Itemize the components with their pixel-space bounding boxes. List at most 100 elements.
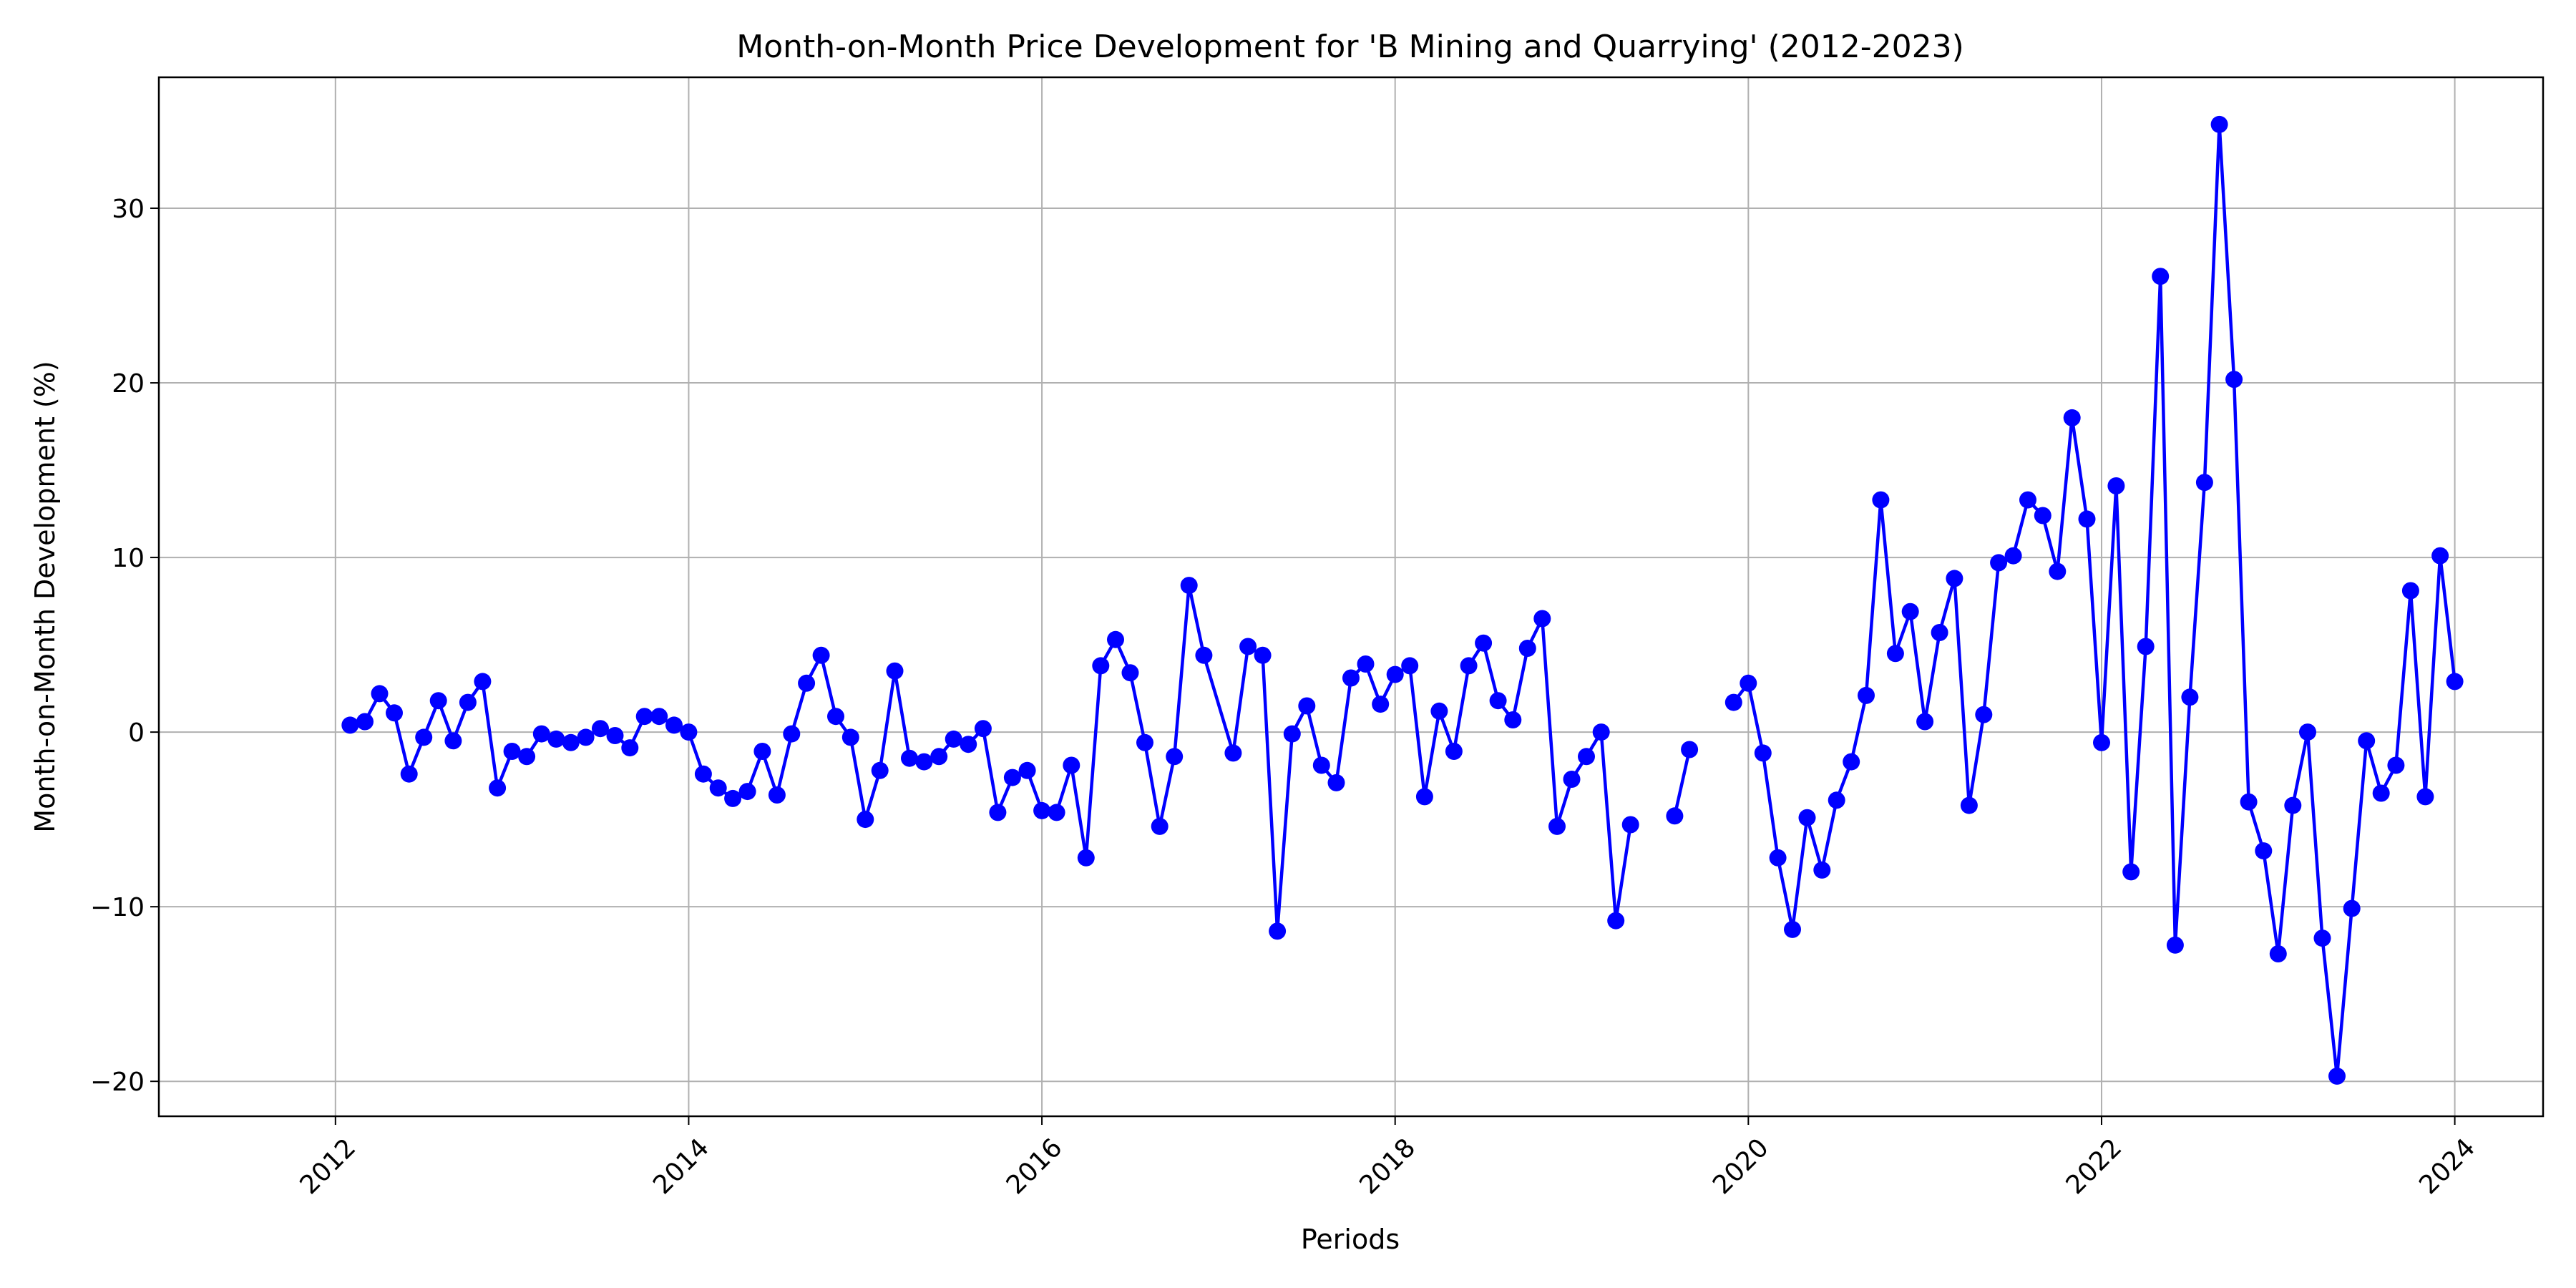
data-point [1901, 602, 1919, 620]
data-point [665, 716, 683, 734]
data-point [2152, 268, 2170, 286]
data-point [341, 716, 359, 734]
data-point [1312, 756, 1330, 774]
data-point [2034, 507, 2051, 525]
data-point [694, 765, 712, 783]
data-point [1401, 657, 1419, 675]
data-point [1858, 686, 1875, 704]
data-point [1666, 807, 1684, 825]
data-point [960, 736, 977, 753]
data-point [1960, 796, 1978, 814]
data-point [2137, 638, 2155, 655]
y-axis-ticks: −20 −10 0 10 20 30 [90, 195, 159, 1097]
data-point [562, 733, 580, 751]
data-point [1166, 748, 1184, 766]
data-point [621, 739, 639, 757]
data-point [2372, 784, 2390, 802]
data-point [1136, 733, 1153, 751]
data-point [635, 708, 653, 726]
y-tick-label: −20 [90, 1068, 145, 1097]
data-point [886, 662, 904, 680]
data-point [1048, 804, 1065, 821]
data-point [1180, 577, 1198, 595]
data-point [1533, 610, 1551, 628]
data-point [415, 728, 433, 746]
data-point [2416, 788, 2434, 806]
data-point [650, 708, 668, 726]
data-point [798, 674, 816, 692]
data-point [2004, 547, 2022, 565]
data-point [371, 685, 389, 703]
plot-frame [157, 76, 2545, 1118]
data-point [1975, 706, 1993, 723]
data-point [1283, 725, 1301, 743]
data-point [2255, 842, 2273, 860]
data-point [1724, 693, 1742, 711]
data-point [1769, 849, 1787, 867]
data-point [444, 732, 462, 750]
data-point [2107, 477, 2125, 494]
data-point [1916, 713, 1934, 731]
data-point [1151, 817, 1169, 835]
data-point [2446, 673, 2464, 691]
data-point [2269, 945, 2287, 962]
data-point [1195, 646, 1213, 664]
data-point [2122, 863, 2140, 881]
data-point [2313, 930, 2331, 947]
data-point [709, 779, 727, 797]
y-tick-label: 0 [128, 718, 145, 748]
chart-title: Month-on-Month Price Development for 'B … [736, 29, 1964, 65]
data-point [1518, 640, 1536, 657]
data-point [680, 723, 698, 741]
data-point [812, 646, 830, 664]
data-point [459, 693, 477, 711]
data-point [429, 692, 447, 710]
y-axis-label: Month-on-Month Development (%) [29, 361, 61, 832]
data-point [1578, 748, 1595, 766]
data-point [1754, 744, 1772, 762]
data-point [2181, 688, 2199, 706]
data-point [2093, 733, 2110, 751]
data-point [1430, 702, 1448, 720]
data-point [1033, 801, 1051, 819]
data-point [1489, 692, 1507, 710]
x-axis-label: Periods [1301, 1224, 1400, 1255]
data-point [1843, 753, 1860, 771]
data-point [547, 730, 565, 748]
data-point [503, 743, 521, 760]
data-point [2358, 732, 2376, 750]
data-point [841, 728, 859, 746]
y-tick-label: 30 [112, 195, 145, 224]
data-point [474, 673, 492, 691]
data-point [1872, 491, 1890, 509]
data-point [1828, 791, 1845, 809]
data-point [724, 789, 742, 807]
data-point [2431, 547, 2449, 565]
data-point [1607, 912, 1625, 930]
data-point [915, 753, 933, 771]
data-point [1372, 696, 1390, 713]
data-point [386, 704, 403, 722]
data-point [2240, 793, 2258, 811]
data-point [1107, 630, 1124, 648]
data-point [2284, 796, 2302, 814]
data-point [1298, 697, 1316, 715]
data-point [489, 779, 507, 797]
data-point [2166, 936, 2184, 954]
y-tick-label: −10 [90, 893, 145, 922]
data-point [945, 730, 962, 748]
data-point [783, 725, 801, 743]
data-point [606, 727, 624, 744]
data-point [871, 761, 889, 779]
data-point [1254, 646, 1272, 664]
data-point [2401, 582, 2419, 600]
data-point [1798, 809, 1816, 826]
data-point [1886, 645, 1904, 663]
data-point [2078, 510, 2096, 528]
data-point [1931, 624, 1948, 641]
data-point [1239, 638, 1257, 655]
data-series [341, 115, 2464, 1085]
data-point [1563, 771, 1581, 788]
